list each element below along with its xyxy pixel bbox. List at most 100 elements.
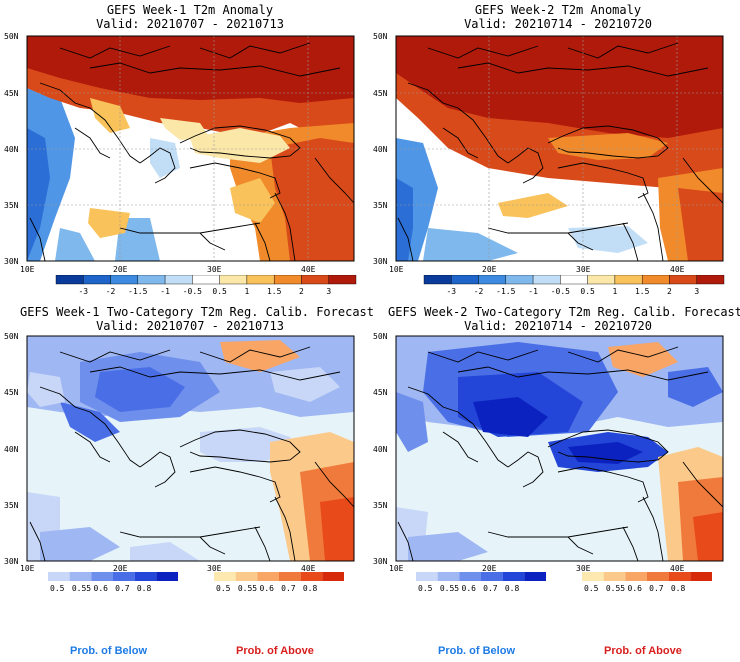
lat-label: 50N: [4, 332, 19, 341]
map-week1-probability: 50N 45N 40N 35N 30N 10E 20E 30E 40E: [4, 332, 355, 572]
colorbar-label: 0.5: [584, 584, 599, 593]
lon-label: 20E: [113, 265, 128, 274]
colorbar-swatch: [235, 572, 258, 581]
colorbar-swatch: [164, 275, 193, 285]
lon-label: 30E: [207, 564, 222, 572]
colorbar-swatch: [214, 572, 236, 581]
colorbar-label: 0.7: [649, 584, 664, 593]
prob-above-colorbar-right: 0.5 0.55 0.6 0.7 0.8: [582, 572, 712, 593]
lat-label: 45N: [4, 89, 19, 98]
colorbar-swatch: [582, 572, 604, 581]
colorbar-swatch: [690, 572, 712, 581]
colorbar-label: 0.8: [303, 584, 318, 593]
prob-above-label-left: Prob. of Above: [236, 645, 314, 657]
colorbar-swatch: [696, 275, 725, 285]
colorbar-swatch: [137, 275, 166, 285]
prob-below-colorbar-left: 0.5 0.55 0.6 0.7 0.8: [48, 572, 178, 593]
colorbar-swatch: [459, 572, 481, 581]
lat-label: 30N: [4, 557, 19, 566]
title-text: GEFS Week-1 Two-Category T2m Reg. Calib.…: [20, 305, 375, 319]
lat-label: 50N: [4, 32, 19, 41]
colorbar-swatch: [641, 275, 670, 285]
colorbar-swatch: [478, 275, 507, 285]
colorbar-swatch: [416, 572, 438, 581]
colorbar-swatch: [273, 275, 302, 285]
colorbar-swatch: [83, 275, 111, 285]
lat-label: 30N: [373, 557, 388, 566]
lon-label: 30E: [576, 265, 591, 274]
colorbar-label: 0.7: [281, 584, 296, 593]
colorbar-swatch: [300, 572, 323, 581]
colorbar-label: 0.6: [94, 584, 109, 593]
lat-label: 35N: [4, 201, 19, 210]
colorbar-label: 0.55: [238, 584, 257, 593]
colorbar-label: 0.5: [418, 584, 433, 593]
title-text: GEFS Week-2 Two-Category T2m Reg. Calib.…: [388, 305, 740, 319]
colorbar-swatch: [301, 275, 329, 285]
lon-label: 20E: [482, 265, 497, 274]
colorbar-label: 2: [299, 287, 304, 296]
colorbar-label: 0.5: [216, 584, 231, 593]
lat-label: 45N: [373, 89, 388, 98]
map-week1-anomaly: 50N 45N 40N 35N 30N 10E 20E 30E 40E: [4, 32, 355, 274]
valid-text: Valid: 20210714 - 20210720: [464, 17, 652, 31]
colorbar-label: 0.55: [606, 584, 625, 593]
colorbar-label: 0.5: [50, 584, 65, 593]
lon-label: 40E: [670, 564, 685, 572]
prob-above-colorbar-left: 0.5 0.55 0.6 0.7 0.8: [214, 572, 344, 593]
colorbar-swatch: [113, 572, 135, 581]
anomaly-colorbar-left: -3 -2 -1.5 -1 -0.5 0.5 1 1.5 2 3: [55, 275, 357, 296]
colorbar-label: 0.55: [72, 584, 91, 593]
colorbar-label: -2: [106, 287, 116, 296]
colorbar-swatch: [669, 275, 697, 285]
lat-label: 50N: [373, 332, 388, 341]
lat-label: 40N: [373, 445, 388, 454]
colorbar-swatch: [668, 572, 691, 581]
colorbar-label: 0.55: [440, 584, 459, 593]
map-week2-anomaly: 50N 45N 40N 35N 30N 10E 20E 30E 40E: [373, 32, 724, 274]
colorbar-swatch: [587, 275, 616, 285]
colorbar-label: 1: [244, 287, 249, 296]
prob-below-colorbar-right: 0.5 0.55 0.6 0.7 0.8: [416, 572, 546, 593]
colorbar-swatch: [48, 572, 70, 581]
lat-label: 40N: [4, 445, 19, 454]
lat-label: 35N: [4, 501, 19, 510]
colorbar-swatch: [246, 275, 275, 285]
colorbar-label: -0.5: [551, 287, 570, 296]
colorbar-label: 0.6: [628, 584, 643, 593]
lat-label: 50N: [373, 32, 388, 41]
title-text: GEFS Week-2 T2m Anomaly: [474, 3, 642, 17]
colorbar-label: 1: [612, 287, 617, 296]
colorbar-label: -3: [78, 287, 88, 296]
map-week2-probability: 50N 45N 40N 35N 30N 10E 20E 30E 40E: [373, 332, 724, 572]
colorbar-swatch: [647, 572, 669, 581]
lat-label: 30N: [373, 257, 388, 266]
lat-label: 40N: [373, 145, 388, 154]
lon-label: 40E: [670, 265, 685, 274]
colorbar-swatch: [560, 275, 588, 285]
colorbar-label: 1.5: [635, 287, 650, 296]
lat-label: 35N: [373, 201, 388, 210]
lon-label: 40E: [301, 265, 316, 274]
colorbar-swatch: [502, 572, 525, 581]
colorbar-swatch: [614, 275, 643, 285]
lat-label: 45N: [373, 388, 388, 397]
valid-text: Valid: 20210714 - 20210720: [464, 319, 652, 333]
colorbar-swatch: [524, 572, 546, 581]
lat-label: 45N: [4, 388, 19, 397]
colorbar-label: 2: [667, 287, 672, 296]
prob-above-label-right: Prob. of Above: [604, 645, 682, 657]
colorbar-swatch: [257, 572, 279, 581]
colorbar-swatch: [156, 572, 178, 581]
prob-below-label-left: Prob. of Below: [70, 645, 147, 657]
lat-label: 30N: [4, 257, 19, 266]
colorbar-label: 0.7: [483, 584, 498, 593]
colorbar-swatch: [505, 275, 534, 285]
anomaly-colorbar-right: -3 -2 -1.5 -1 -0.5 0.5 1 1.5 2 3: [423, 275, 725, 296]
lon-label: 30E: [576, 564, 591, 572]
colorbar-label: 0.8: [137, 584, 152, 593]
colorbar-swatch: [55, 275, 84, 285]
colorbar-label: -1: [528, 287, 538, 296]
colorbar-label: -3: [446, 287, 456, 296]
panel-title-tr: GEFS Week-2 T2m Anomaly Valid: 20210714 …: [388, 3, 728, 31]
